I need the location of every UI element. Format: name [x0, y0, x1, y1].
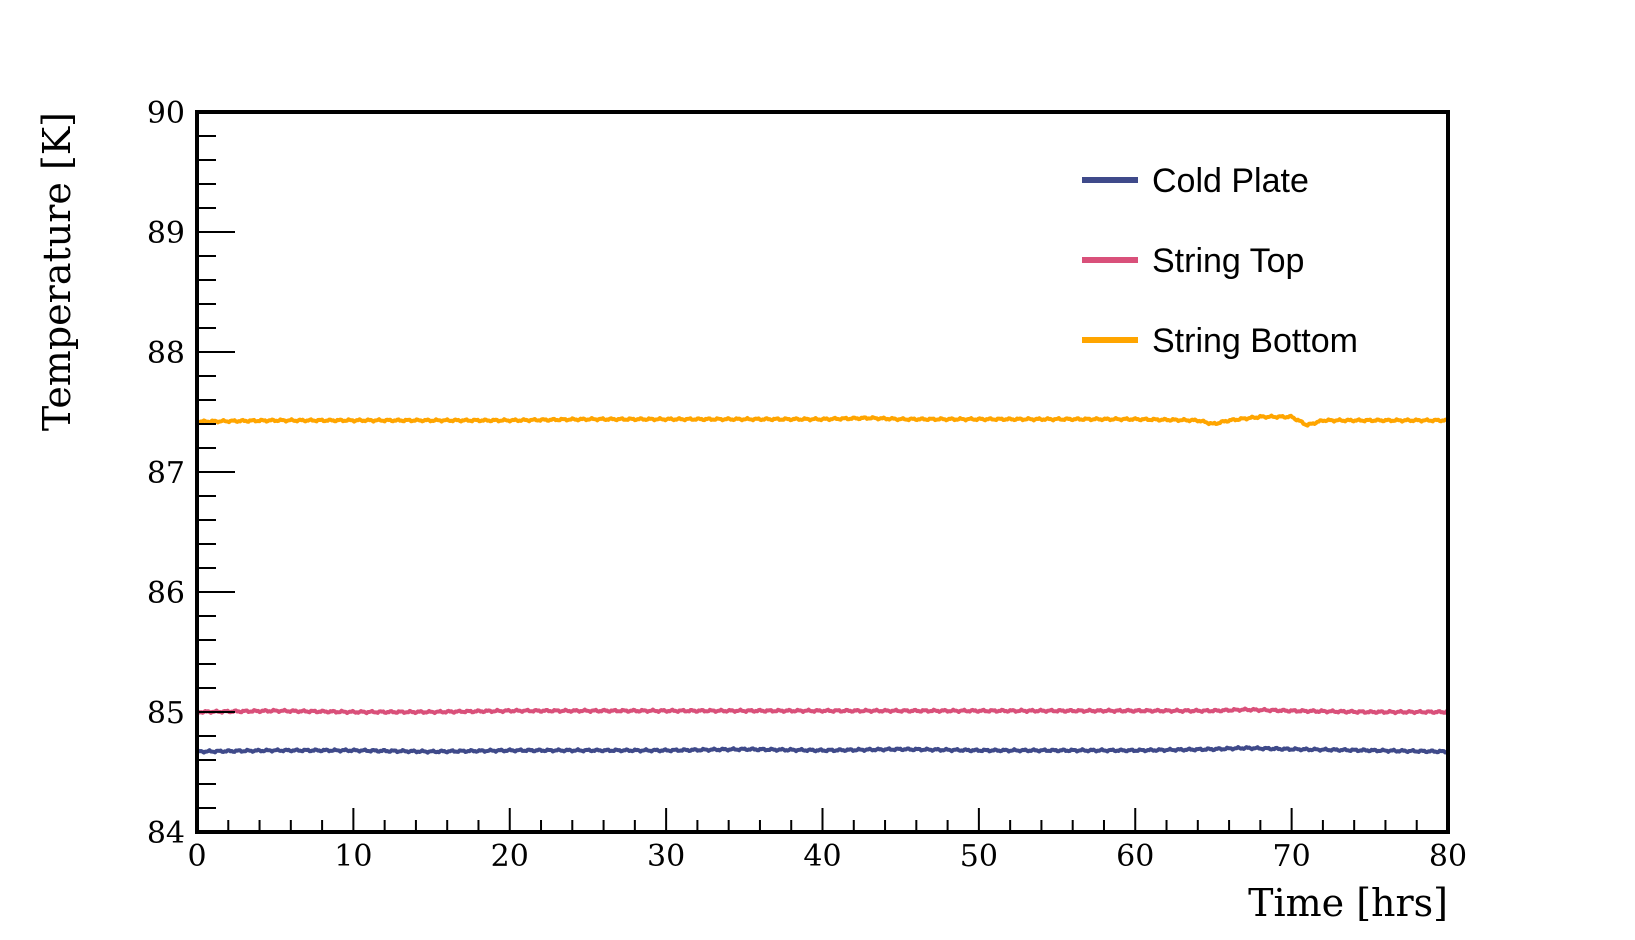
x-tick-label: 0	[187, 839, 206, 874]
x-tick-label: 40	[803, 839, 841, 874]
legend-label: String Top	[1152, 242, 1304, 280]
plot-frame	[195, 110, 1450, 834]
legend-label: String Bottom	[1152, 322, 1358, 360]
x-tick-label: 10	[334, 839, 372, 874]
x-tick-label: 80	[1429, 839, 1467, 874]
y-tick-label: 86	[147, 576, 185, 611]
x-tick-label: 60	[1116, 839, 1154, 874]
y-tick-label: 85	[147, 696, 185, 731]
x-tick-label: 20	[491, 839, 529, 874]
y-tick-label: 87	[147, 456, 185, 491]
series-line-string-bottom	[195, 413, 1450, 428]
y-tick-label: 88	[147, 336, 185, 371]
legend: Cold Plate String Top String Bottom	[1082, 162, 1358, 360]
series-line-string-top	[196, 706, 1449, 716]
series-line-cold-plate	[195, 745, 1449, 755]
x-axis-title: Time [hrs]	[1248, 881, 1448, 925]
ticks-layer	[196, 111, 1449, 833]
y-axis-title: Temperature [K]	[35, 112, 79, 431]
x-tick-label: 70	[1273, 839, 1311, 874]
series-layer	[195, 413, 1450, 755]
x-tick-label: 50	[960, 839, 998, 874]
y-tick-label: 90	[147, 96, 185, 131]
legend-label: Cold Plate	[1152, 162, 1309, 200]
x-tick-label: 30	[647, 839, 685, 874]
tick-labels: 0 10 20 30 40 50 60 70 80 84 85 86 87 88 89 90	[147, 96, 1467, 874]
y-tick-label: 84	[147, 816, 185, 851]
y-tick-label: 89	[147, 216, 185, 251]
